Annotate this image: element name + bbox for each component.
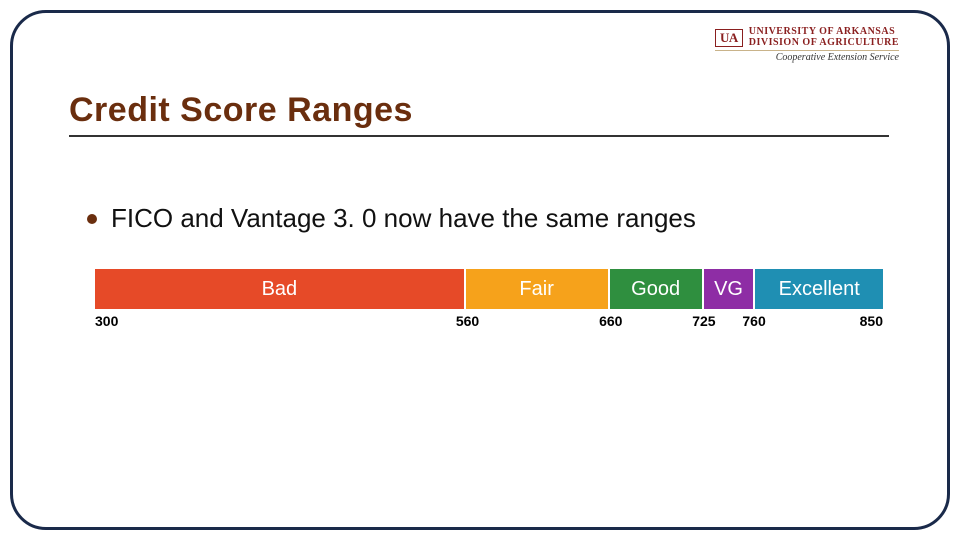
chart-segment: VG: [704, 269, 754, 309]
chart-segment: Fair: [466, 269, 608, 309]
logo-line-2: DIVISION OF AGRICULTURE: [749, 38, 899, 49]
logo-text-lines: UNIVERSITY OF ARKANSAS DIVISION OF AGRIC…: [749, 27, 899, 48]
chart-segment: Excellent: [755, 269, 883, 309]
chart-tick-label: 560: [456, 313, 479, 329]
institution-logo: UA UNIVERSITY OF ARKANSAS DIVISION OF AG…: [715, 27, 899, 64]
chart-segment: Good: [610, 269, 702, 309]
bullet-item: FICO and Vantage 3. 0 now have the same …: [87, 203, 696, 234]
slide-frame: UA UNIVERSITY OF ARKANSAS DIVISION OF AG…: [10, 10, 950, 530]
title-underline: [69, 135, 889, 137]
chart-tick-label: 850: [860, 313, 883, 329]
logo-mark: UA: [715, 29, 743, 47]
bullet-text: FICO and Vantage 3. 0 now have the same …: [111, 203, 696, 234]
chart-ticks: 300 560 660 725 760 850: [95, 313, 883, 335]
credit-score-chart: BadFairGoodVGExcellent 300 560 660 725 760 85…: [95, 269, 883, 335]
chart-bar: BadFairGoodVGExcellent: [95, 269, 883, 309]
logo-line-1: UNIVERSITY OF ARKANSAS: [749, 27, 899, 38]
chart-tick-label: 725: [692, 313, 715, 329]
chart-segment: Bad: [95, 269, 464, 309]
chart-tick-label: 660: [599, 313, 622, 329]
logo-top-row: UA UNIVERSITY OF ARKANSAS DIVISION OF AG…: [715, 27, 899, 48]
chart-tick-label: 760: [742, 313, 765, 329]
chart-tick-label: 300: [95, 313, 118, 329]
logo-subtitle: Cooperative Extension Service: [715, 50, 899, 64]
slide-title: Credit Score Ranges: [69, 91, 413, 130]
bullet-icon: [87, 214, 97, 224]
